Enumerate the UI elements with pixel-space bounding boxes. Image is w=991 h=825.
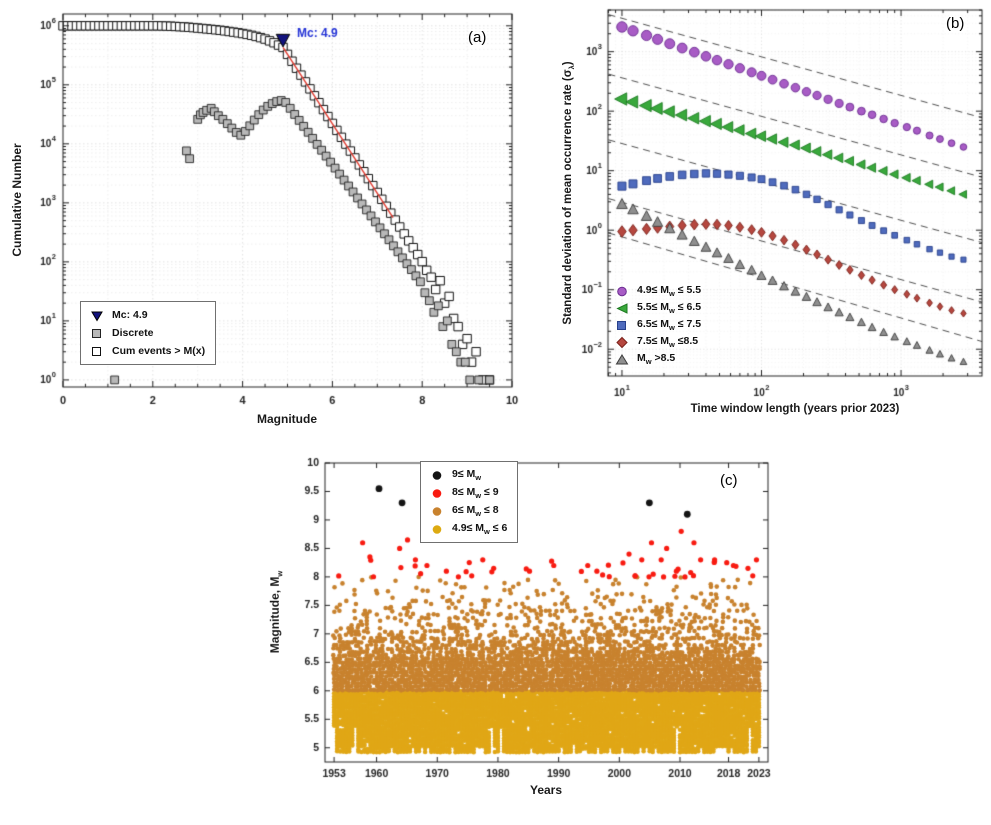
occurrence-rate-std-chart <box>558 0 991 450</box>
legend-item: 6≤ Mw ≤ 8 <box>429 502 507 520</box>
magnitude-time-chart <box>262 452 782 825</box>
x-axis-label-b: Time window length (years prior 2023) <box>690 403 900 415</box>
panel-label-b: (b) <box>946 15 965 32</box>
legend-item: 9≤ Mw <box>429 466 507 484</box>
legend-label: Mc: 4.9 <box>112 309 148 321</box>
frequency-magnitude-chart <box>5 0 535 450</box>
legend-item: Mw >8.5 <box>614 351 701 368</box>
legend-label: 8≤ Mw ≤ 9 <box>452 485 499 501</box>
legend-label: 9≤ Mw <box>452 467 482 483</box>
legend-label: 7.5≤ Mw ≤8.5 <box>637 335 699 350</box>
legend-a: Mc: 4.9 Discrete Cum events > M(x) <box>80 301 217 365</box>
circle-icon <box>432 470 442 480</box>
circle-icon <box>432 524 442 534</box>
legend-c: 9≤ Mw 8≤ Mw ≤ 9 6≤ Mw ≤ 8 4.9≤ Mw ≤ 6 <box>420 461 519 543</box>
square-icon <box>617 321 626 330</box>
legend-label: Discrete <box>112 327 154 339</box>
legend-item: 5.5≤ Mw ≤ 6.5 <box>614 300 701 317</box>
legend-item: Cum events > M(x) <box>89 342 205 360</box>
legend-label: 4.9≤ Mw ≤ 6 <box>452 521 508 537</box>
legend-item: Discrete <box>89 324 205 342</box>
legend-item: 7.5≤ Mw ≤8.5 <box>614 334 701 351</box>
x-axis-label-c: Years <box>529 783 563 797</box>
x-axis-label-a: Magnitude <box>257 412 317 426</box>
square-icon <box>92 328 101 338</box>
legend-label: 6.5≤ Mw ≤ 7.5 <box>637 318 702 333</box>
legend-label: 4.9≤ Mw ≤ 5.5 <box>637 284 702 299</box>
legend-item: 6.5≤ Mw ≤ 7.5 <box>614 317 701 334</box>
circle-icon <box>617 286 627 297</box>
triangle-down-icon <box>91 311 103 321</box>
panel-a: Magnitude Cumulative Number (a) Mc: 4.9 D… <box>5 0 535 450</box>
square-icon <box>92 346 101 356</box>
panel-label-a: (a) <box>468 29 487 46</box>
legend-item: 4.9≤ Mw ≤ 5.5 <box>614 283 701 300</box>
circle-icon <box>432 488 442 498</box>
panel-b: Time window length (years prior 2023) St… <box>558 0 991 450</box>
legend-item: Mc: 4.9 <box>89 306 205 324</box>
legend-item: 8≤ Mw ≤ 9 <box>429 484 507 502</box>
panel-c: Years Magnitude, Mw (c) 9≤ Mw 8≤ Mw ≤ 9 6≤… <box>262 452 782 825</box>
diamond-icon <box>616 336 628 349</box>
legend-label: Mw >8.5 <box>637 352 676 367</box>
y-axis-label-c: Magnitude, Mw <box>267 570 285 654</box>
legend-b: 4.9≤ Mw ≤ 5.5 5.5≤ Mw ≤ 6.5 6.5≤ Mw ≤ 7.5 7… <box>614 283 701 368</box>
legend-item: 4.9≤ Mw ≤ 6 <box>429 520 507 538</box>
tri-left-icon <box>616 303 628 314</box>
y-axis-label-b: Standard deviation of mean occurrence ra… <box>561 61 577 325</box>
legend-label: 5.5≤ Mw ≤ 6.5 <box>637 301 702 316</box>
circle-icon <box>432 506 442 516</box>
y-axis-label-a: Cumulative Number <box>10 143 24 257</box>
legend-label: 6≤ Mw ≤ 8 <box>452 503 499 519</box>
tri-up-icon <box>615 354 629 365</box>
legend-label: Cum events > M(x) <box>112 345 206 357</box>
panel-label-c: (c) <box>720 472 738 489</box>
